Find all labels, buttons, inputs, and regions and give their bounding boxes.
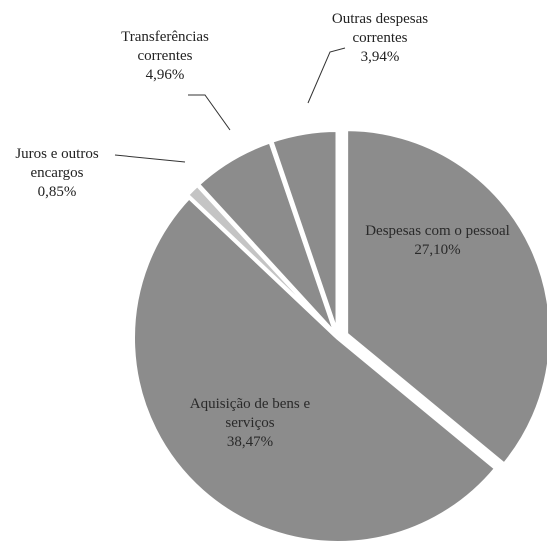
slice-label: Outras despesas correntes 3,94% (315, 10, 445, 67)
value-label: 0,85% (37, 184, 77, 200)
slice-label: Aquisição de bens e serviços 38,47% (175, 395, 325, 452)
category-name: Aquisição de bens e serviços (189, 396, 311, 431)
pie-slice (344, 127, 547, 468)
value-label: 38,47% (226, 434, 274, 450)
value-label: 3,94% (360, 49, 400, 65)
slice-label: Transferências correntes 4,96% (95, 28, 235, 85)
value-label: 27,10% (414, 242, 461, 258)
pie-slice (131, 194, 499, 545)
value-label: 4,96% (145, 67, 185, 83)
category-name: Outras despesas correntes (331, 11, 429, 46)
slice-label: Juros e outros encargos 0,85% (0, 145, 122, 202)
pie-slice (268, 128, 340, 336)
slice-label: Despesas com o pessoal 27,10% (365, 222, 510, 260)
category-name: Juros e outros encargos (15, 146, 99, 181)
category-name: Despesas com o pessoal (365, 223, 510, 239)
leader-line (307, 47, 346, 104)
leader-line (188, 94, 231, 131)
leader-line (114, 154, 186, 163)
category-name: Transferências correntes (121, 29, 209, 64)
